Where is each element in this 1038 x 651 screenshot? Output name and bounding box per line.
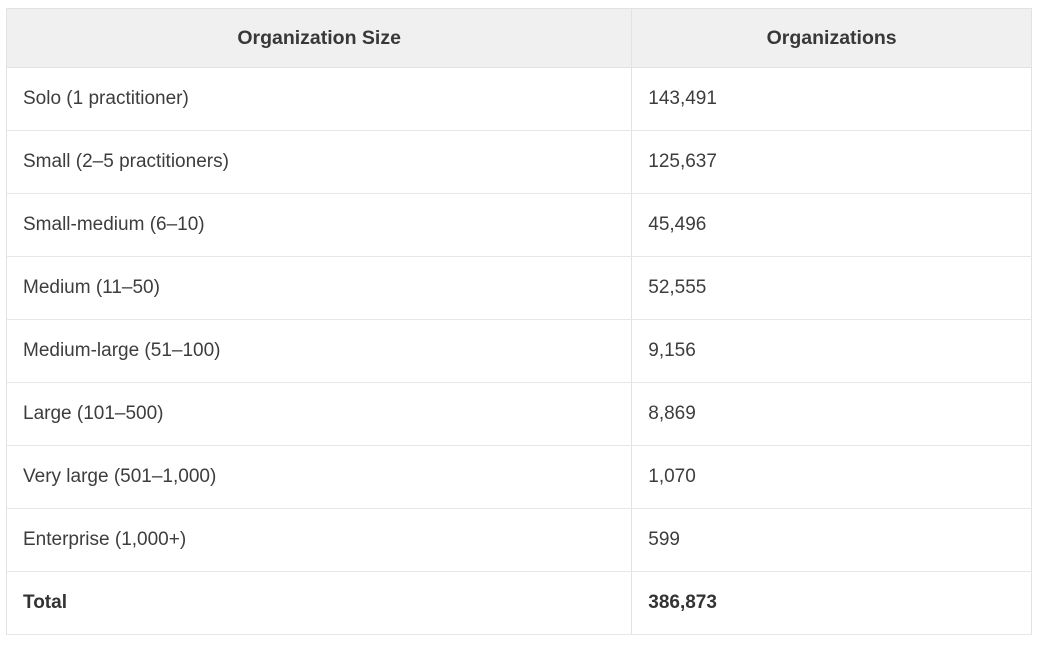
organization-size-table-container: Organization Size Organizations Solo (1 … [5,8,1032,635]
table-row: Small (2–5 practitioners) 125,637 [5,130,1032,194]
row-value: 45,496 [631,193,1032,257]
row-label: Medium (11–50) [5,256,633,320]
total-label: Total [5,571,633,635]
row-value: 125,637 [631,130,1032,194]
total-value: 386,873 [631,571,1032,635]
row-value: 599 [631,508,1032,572]
row-label: Medium-large (51–100) [5,319,633,383]
row-label: Small-medium (6–10) [5,193,633,257]
row-label: Very large (501–1,000) [5,445,633,509]
table-row: Medium-large (51–100) 9,156 [5,319,1032,383]
table-header-row: Organization Size Organizations [5,8,1032,68]
row-value: 52,555 [631,256,1032,320]
table-row: Small-medium (6–10) 45,496 [5,193,1032,257]
row-label: Solo (1 practitioner) [5,67,633,131]
row-value: 1,070 [631,445,1032,509]
organization-size-table: Organization Size Organizations Solo (1 … [5,8,1032,635]
table-row: Large (101–500) 8,869 [5,382,1032,446]
row-label: Small (2–5 practitioners) [5,130,633,194]
row-value: 8,869 [631,382,1032,446]
row-value: 143,491 [631,67,1032,131]
row-value: 9,156 [631,319,1032,383]
row-label: Enterprise (1,000+) [5,508,633,572]
table-row: Solo (1 practitioner) 143,491 [5,67,1032,131]
table-total-row: Total 386,873 [5,571,1032,635]
table-row: Enterprise (1,000+) 599 [5,508,1032,572]
table-row: Very large (501–1,000) 1,070 [5,445,1032,509]
column-header-organization-size: Organization Size [5,8,633,68]
column-header-organizations: Organizations [631,8,1032,68]
row-label: Large (101–500) [5,382,633,446]
table-row: Medium (11–50) 52,555 [5,256,1032,320]
